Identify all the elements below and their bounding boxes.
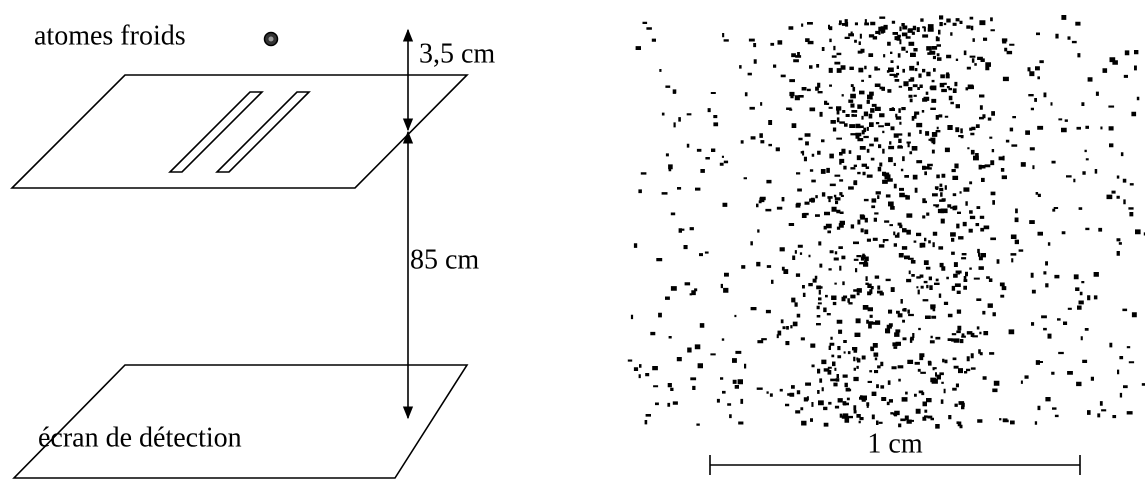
atom-source-core — [269, 37, 274, 42]
screen-label: écran de détection — [38, 422, 242, 453]
source-label: atomes froids — [34, 20, 186, 51]
page: {"setup": {"source_label": "atomes froid… — [0, 0, 1145, 481]
setup-diagram: atomes froids 3,5 cm 85 cm écran de déte… — [12, 20, 495, 478]
figure: atomes froids 3,5 cm 85 cm écran de déte… — [0, 0, 1145, 481]
scale-label: 1 cm — [867, 428, 922, 459]
slit-plate — [12, 75, 467, 188]
interference-pattern: 1 cm — [628, 15, 1145, 475]
atom-impacts — [628, 15, 1145, 429]
slit — [217, 92, 309, 172]
gap-bottom-label: 85 cm — [410, 244, 479, 275]
slit — [170, 92, 262, 172]
gap-top-label: 3,5 cm — [419, 38, 495, 69]
